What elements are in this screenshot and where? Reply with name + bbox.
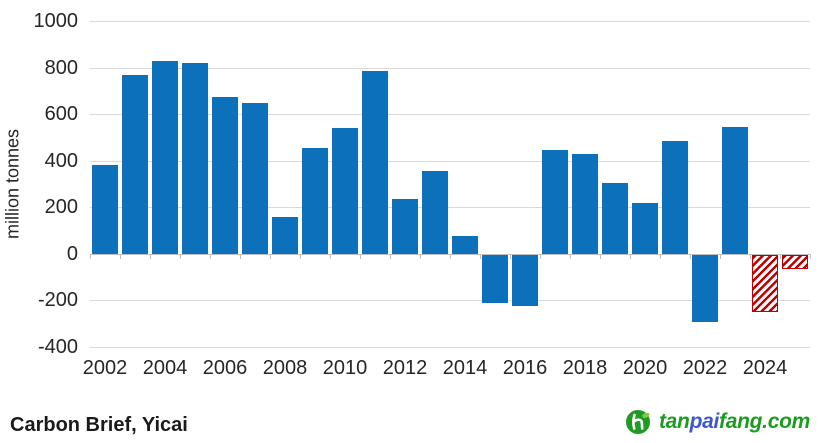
x-axis-tickmark <box>570 253 571 259</box>
x-axis-tickmark <box>150 253 151 259</box>
x-tick-label-2002: 2002 <box>82 357 128 379</box>
bar-2015 <box>482 254 508 303</box>
co2-emissions-change-bar-chart: million tonnes 1000 800 600 400 200 0 -200 -400… <box>3 10 811 379</box>
x-tick-label-2018: 2018 <box>562 357 608 379</box>
gridline-600 <box>90 114 810 116</box>
gridline-1000 <box>90 21 810 22</box>
bar-2008 <box>272 216 298 254</box>
bar-2022 <box>692 254 718 323</box>
bar-2002 <box>92 165 118 254</box>
gridline--200 <box>90 300 810 302</box>
x-axis-tickmark <box>510 253 511 259</box>
y-tick-label--400: -400 <box>37 336 78 358</box>
y-tick-label-800: 800 <box>44 56 78 79</box>
x-axis-tickmark <box>270 253 271 259</box>
bar-2007 <box>242 102 268 254</box>
source-attribution: Carbon Brief, Yicai <box>10 414 188 436</box>
x-tick-label-2004: 2004 <box>142 357 188 379</box>
chart-footer: Carbon Brief, Yicai tanpaifang.com <box>0 404 822 443</box>
logo-text-part: tan <box>658 409 690 433</box>
gridline-200 <box>90 207 810 209</box>
x-axis-tickmark <box>210 253 211 259</box>
x-axis-tickmark <box>660 253 661 259</box>
logo-text-part: fang.com <box>719 409 810 433</box>
bar-2020 <box>632 202 658 254</box>
x-axis-tickmark <box>810 253 811 259</box>
x-axis-tickmark <box>330 253 331 259</box>
x-axis-tickmark <box>300 253 301 259</box>
y-tick-label-600: 600 <box>44 103 78 126</box>
logo-text: tanpaifang.com <box>659 410 810 434</box>
x-axis-tickmark <box>420 253 421 259</box>
bar-2017 <box>542 150 568 254</box>
x-tick-label-2006: 2006 <box>202 357 248 379</box>
x-axis-tickmark <box>240 253 241 259</box>
x-tick-label-2024: 2024 <box>742 357 788 379</box>
y-tick-label-0: 0 <box>66 242 78 265</box>
bar-2012 <box>392 199 418 254</box>
bar-2019 <box>602 182 628 254</box>
bar-2014 <box>452 236 478 254</box>
x-axis-tickmark <box>390 253 391 259</box>
bar-2023 <box>722 126 748 254</box>
x-tick-label-2016: 2016 <box>502 357 548 379</box>
bar-2011 <box>362 71 388 254</box>
bar-2005 <box>182 62 208 254</box>
x-axis-tickmark <box>690 253 691 259</box>
x-tick-label-2010: 2010 <box>322 357 368 379</box>
plot-area <box>90 21 811 348</box>
x-axis-tickmark <box>450 253 451 259</box>
x-axis-tickmark <box>630 253 631 259</box>
bar-2024-projected <box>752 254 778 312</box>
x-axis-tickmark <box>750 253 751 259</box>
bar-2016 <box>512 254 538 307</box>
x-axis-tickmark <box>180 253 181 259</box>
bar-2018 <box>572 153 598 254</box>
bar-2021 <box>662 140 688 254</box>
bar-2006 <box>212 96 238 254</box>
x-axis-tickmark <box>90 253 91 259</box>
x-axis-tickmark <box>360 253 361 259</box>
gridline-400 <box>90 160 810 162</box>
gridline-800 <box>90 67 810 69</box>
bar-2009 <box>302 147 328 254</box>
x-axis-tickmark <box>480 253 481 259</box>
x-tick-label-2022: 2022 <box>682 357 728 379</box>
bar-2003 <box>122 74 148 254</box>
x-tick-label-2020: 2020 <box>622 357 668 379</box>
bar-2010 <box>332 128 358 254</box>
x-tick-label-2012: 2012 <box>382 357 428 379</box>
x-axis-tickmark <box>120 253 121 259</box>
logo-text-part: pai <box>689 409 720 433</box>
y-tick-label-1000: 1000 <box>33 10 79 32</box>
y-tick-label-200: 200 <box>44 196 78 219</box>
x-axis-tickmark <box>780 253 781 259</box>
y-tick-label-400: 400 <box>44 149 78 172</box>
x-axis-tickmark <box>720 253 721 259</box>
x-axis-tickmark <box>540 253 541 259</box>
tanpaifang-logo: tanpaifang.com <box>625 408 810 435</box>
x-tick-label-2014: 2014 <box>442 357 488 379</box>
green-leaf-circle-icon <box>625 410 650 434</box>
gridline--400 <box>90 347 810 348</box>
bar-2004 <box>152 60 178 254</box>
x-axis-tickmark <box>600 253 601 259</box>
y-tick-label--200: -200 <box>37 289 78 312</box>
bar-2025-projected <box>782 254 808 269</box>
bar-2013 <box>422 171 448 254</box>
x-tick-label-2008: 2008 <box>262 357 308 379</box>
